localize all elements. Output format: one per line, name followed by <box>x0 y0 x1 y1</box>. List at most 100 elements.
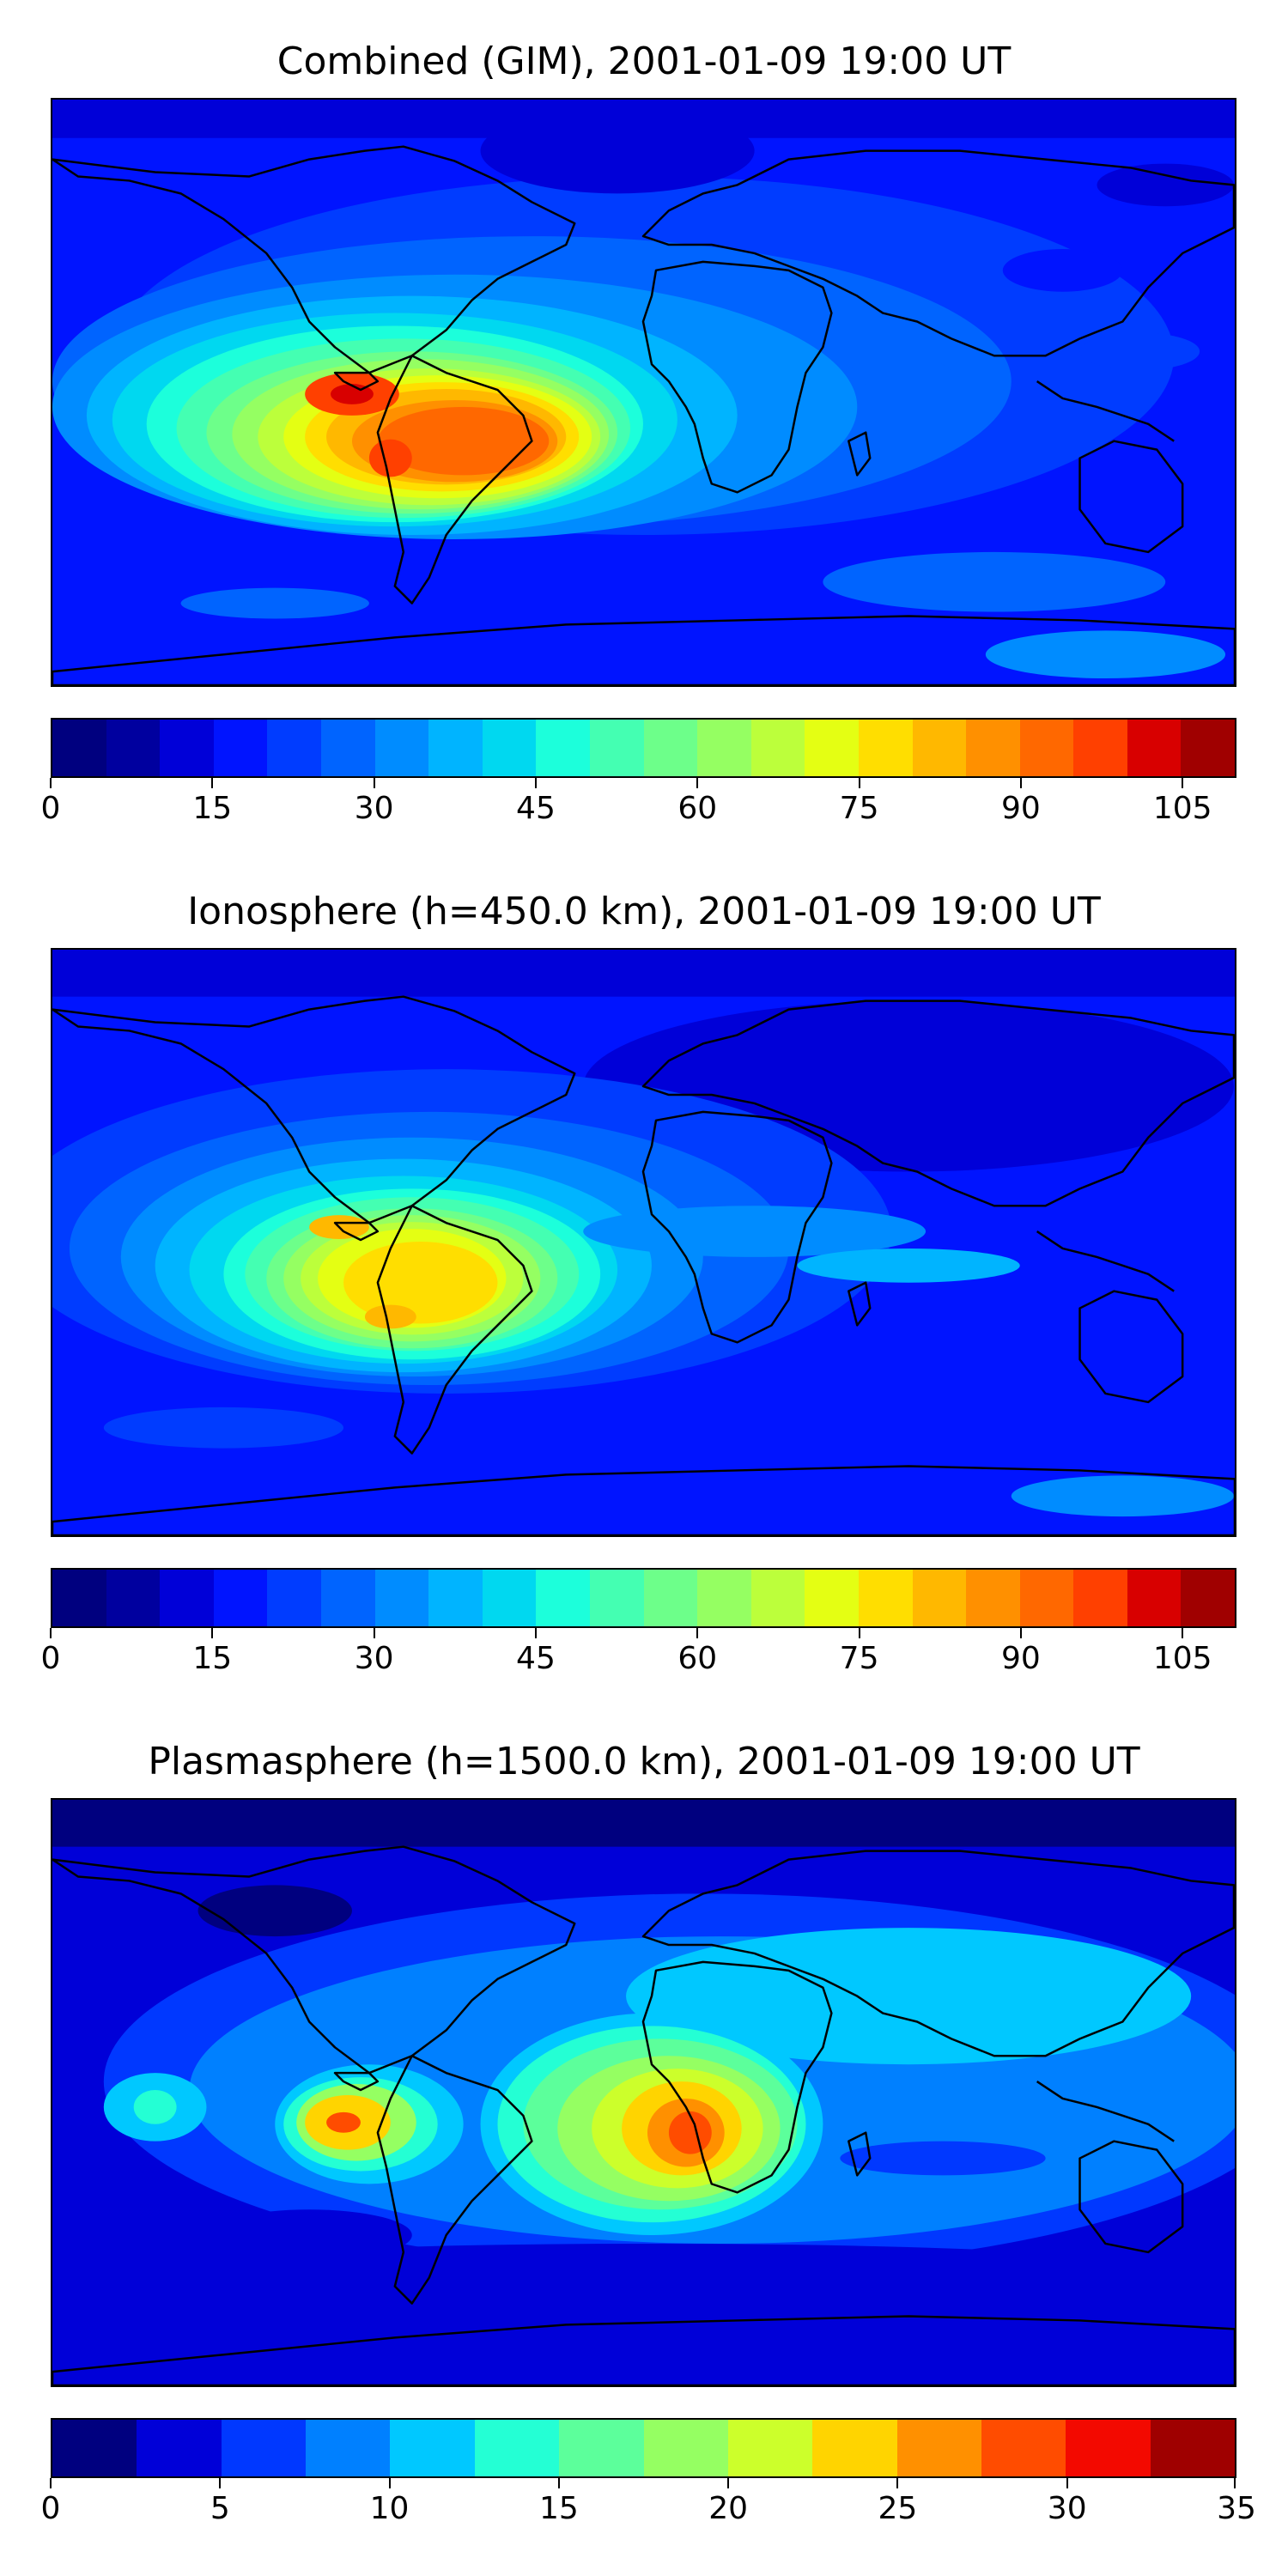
colorbar-segment <box>912 720 967 776</box>
colorbar-tick-label: 35 <box>1217 2491 1256 2526</box>
colorbar-segment <box>1019 1570 1074 1626</box>
colorbar-tick-label: 0 <box>40 791 61 826</box>
colorbar-segment <box>374 1570 429 1626</box>
colorbar-tick-label: 45 <box>516 791 556 826</box>
colorbar-tick <box>1019 1628 1022 1638</box>
coastline-outline <box>52 145 1235 685</box>
colorbar-tick <box>1234 2478 1236 2488</box>
colorbar-tick-label: 30 <box>354 1641 394 1676</box>
colorbar-segment <box>559 2420 644 2476</box>
colorbar-segment <box>221 2420 307 2476</box>
colorbar-segment <box>1127 720 1182 776</box>
coastline-outline <box>52 995 1235 1535</box>
colorbar-segment <box>1019 720 1074 776</box>
colorbar-segment <box>390 2420 475 2476</box>
colorbar-tick <box>858 1628 860 1638</box>
colorbar-tick-label: 10 <box>369 2491 410 2526</box>
colorbar-segment <box>213 1570 268 1626</box>
colorbar-segment <box>1181 1570 1236 1626</box>
colorbar-segment <box>536 720 590 776</box>
colorbar-segment <box>912 1570 967 1626</box>
colorbar-segment <box>812 2420 897 2476</box>
colorbar-segment <box>589 720 644 776</box>
colorbar-segment <box>428 1570 483 1626</box>
colorbar-tick <box>219 2478 222 2488</box>
colorbar-segment <box>52 1570 106 1626</box>
colorbar-tick-label: 25 <box>878 2491 918 2526</box>
map-plasmasphere <box>51 1798 1236 2387</box>
colorbar-tick-label: 105 <box>1152 791 1212 826</box>
colorbar-segment <box>697 720 751 776</box>
colorbar-tick-label: 60 <box>677 791 718 826</box>
colorbar-segment <box>52 2420 137 2476</box>
colorbar-tick <box>1066 2478 1068 2488</box>
colorbar-segment <box>589 1570 644 1626</box>
colorbar-segment <box>474 2420 560 2476</box>
colorbar-segment <box>320 720 375 776</box>
colorbar-segment <box>482 1570 537 1626</box>
colorbar-tick-label: 60 <box>677 1641 718 1676</box>
colorbar-tick-label: 30 <box>354 791 394 826</box>
colorbar-segment <box>137 2420 222 2476</box>
colorbar-segment <box>536 1570 590 1626</box>
colorbar-segment <box>1150 2420 1236 2476</box>
colorbar-tick <box>727 2478 730 2488</box>
colorbar-tick <box>696 1628 699 1638</box>
colorbar-segment <box>52 720 106 776</box>
colorbar-tick-label: 30 <box>1047 2491 1087 2526</box>
colorbar-tick <box>896 2478 899 2488</box>
panel-title-combined: Combined (GIM), 2001-01-09 19:00 UT <box>276 39 1012 83</box>
colorbar-segment <box>858 1570 913 1626</box>
tec-field-ionosphere <box>52 950 1235 1535</box>
colorbar-segment <box>805 720 859 776</box>
colorbar-segment <box>482 720 537 776</box>
colorbar-tick <box>858 778 860 788</box>
colorbar-tick-label: 105 <box>1152 1641 1212 1676</box>
colorbar-segment <box>374 720 429 776</box>
colorbar-tick <box>50 2478 52 2488</box>
colorbar-tick <box>1182 778 1184 788</box>
colorbar-segment <box>160 1570 214 1626</box>
colorbar-tick-label: 15 <box>538 2491 579 2526</box>
colorbar-tick <box>373 778 375 788</box>
colorbar-tick-label: 75 <box>839 791 879 826</box>
colorbar-segment <box>750 1570 805 1626</box>
panel-title-plasmasphere: Plasmasphere (h=1500.0 km), 2001-01-09 1… <box>148 1740 1140 1783</box>
colorbar-segment <box>428 720 483 776</box>
colorbar-segment <box>306 2420 391 2476</box>
colorbar-segment <box>267 1570 321 1626</box>
colorbar-combined <box>51 718 1236 778</box>
colorbar-segment <box>750 720 805 776</box>
colorbar-tick-label: 15 <box>192 791 233 826</box>
colorbar-tick <box>534 1628 537 1638</box>
colorbar-segment <box>643 2420 728 2476</box>
colorbar-tick-label: 0 <box>40 2491 61 2526</box>
map-combined <box>51 98 1236 687</box>
colorbar-segment <box>106 1570 161 1626</box>
colorbar-tick-label: 90 <box>1001 1641 1041 1676</box>
colorbar-segment <box>1073 1570 1127 1626</box>
colorbar-tick <box>1019 778 1022 788</box>
colorbar-segment <box>320 1570 375 1626</box>
colorbar-tick <box>696 778 699 788</box>
colorbar-tick <box>1182 1628 1184 1638</box>
colorbar-segment <box>160 720 214 776</box>
colorbar-segment <box>643 720 698 776</box>
colorbar-tick-label: 20 <box>708 2491 749 2526</box>
tec-field-combined <box>52 100 1235 685</box>
colorbar-segment <box>805 1570 859 1626</box>
colorbar-segment <box>267 720 321 776</box>
colorbar-segment <box>643 1570 698 1626</box>
colorbar-ionosphere <box>51 1568 1236 1628</box>
colorbar-tick <box>534 778 537 788</box>
colorbar-tick <box>211 1628 214 1638</box>
colorbar-tick <box>50 778 52 788</box>
colorbar-tick-label: 90 <box>1001 791 1041 826</box>
colorbar-segment <box>727 2420 813 2476</box>
colorbar-segment <box>858 720 913 776</box>
colorbar-segment <box>966 720 1020 776</box>
colorbar-segment <box>697 1570 751 1626</box>
colorbar-segment <box>896 2420 981 2476</box>
colorbar-segment <box>1066 2420 1151 2476</box>
colorbar-tick <box>373 1628 375 1638</box>
